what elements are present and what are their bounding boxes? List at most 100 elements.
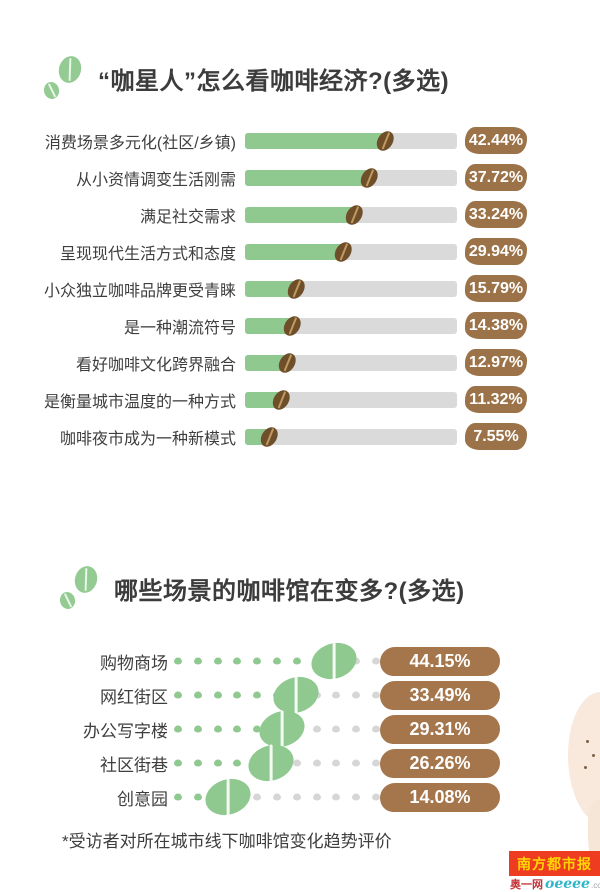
chart2-dot-track [174, 773, 380, 821]
coffee-bean-large-icon [71, 563, 101, 596]
chart1-bar-track [245, 127, 457, 154]
trail-dot-gray [332, 725, 341, 733]
chart2-row: 办公写字楼 29.31% [56, 705, 500, 753]
trail-dot-green [174, 725, 182, 733]
chart1-row: 是一种潮流符号 14.38% [30, 307, 527, 344]
trail-dot-gray [372, 793, 380, 801]
chart1-value-badge: 7.55% [465, 423, 527, 450]
coffee-bean-marker-icon [200, 773, 256, 821]
coffee-bean-small-icon [58, 590, 77, 611]
chart1-category-label: 是一种潮流符号 [123, 319, 236, 337]
chart1-category-label: 满足社交需求 [139, 208, 236, 226]
chart2-value-badge: 33.49% [380, 680, 500, 710]
chart2-category-label: 社区街巷 [100, 755, 168, 775]
trail-dot-green [174, 691, 182, 699]
chart2-row: 创意园 14.08% [56, 773, 500, 821]
trail-dot-gray [372, 759, 380, 767]
trail-dot-gray [273, 793, 281, 801]
trail-dot-green [193, 793, 202, 801]
chart1-bar-track [245, 386, 457, 413]
trail-dot-gray [312, 725, 321, 733]
trail-dot-green [233, 657, 242, 665]
chart1-bar-track [245, 312, 457, 339]
chart1-bar-fill [245, 280, 298, 297]
trail-dot-green [253, 657, 262, 665]
trail-dot-gray [372, 657, 380, 665]
coffee-beans-icon [58, 563, 102, 612]
coffee-bean-marker-icon [357, 164, 382, 191]
trail-dot-gray [332, 691, 341, 699]
trail-dot-green [193, 759, 202, 767]
coffee-bean-marker-icon [275, 349, 300, 376]
chart1-row: 消费场景多元化(社区/乡镇) 42.44% [30, 122, 527, 159]
trail-dot-gray [292, 793, 301, 801]
chart2-category-label: 办公写字楼 [83, 721, 168, 741]
trail-dot-green [174, 657, 182, 665]
trail-dot-gray [352, 725, 361, 733]
chart1-value-badge: 29.94% [465, 238, 527, 265]
chart1-row: 满足社交需求 33.24% [30, 196, 527, 233]
chart1-row: 看好咖啡文化跨界融合 12.97% [30, 344, 527, 381]
coffee-bean-marker-icon [342, 201, 367, 228]
trail-dot-gray [312, 759, 321, 767]
chart1-row: 呈现现代生活方式和态度 29.94% [30, 233, 527, 270]
chart1-title-block: “咖星人”怎么看咖啡经济?(多选) [42, 53, 450, 102]
chart1-bar-track [245, 423, 457, 450]
chart1-bar-list: 消费场景多元化(社区/乡镇) 42.44% 从小资情调变生活刚需 37.72% 满足社交… [30, 122, 527, 455]
coffee-bean-marker-icon [331, 238, 356, 265]
trail-dot-gray [332, 759, 341, 767]
chart2-row: 网红街区 33.49% [56, 671, 500, 719]
trail-dot-gray [312, 793, 321, 801]
chart2-value-badge: 14.08% [380, 782, 500, 812]
chart1-row: 咖啡夜市成为一种新模式 7.55% [30, 418, 527, 455]
chart2-value-badge: 29.31% [380, 714, 500, 744]
chart1-bar-track [245, 164, 457, 191]
trail-dot-green [193, 657, 202, 665]
trail-dot-green [213, 759, 222, 767]
chart1-bar-fill [245, 206, 356, 223]
trail-dot-green [174, 793, 182, 801]
coffee-bean-marker-icon [269, 386, 294, 413]
coffee-bean-marker-icon [257, 423, 282, 450]
trail-dot-gray [352, 691, 361, 699]
trail-dot-green [213, 657, 222, 665]
chart1-category-label: 消费场景多元化(社区/乡镇) [44, 134, 236, 152]
trail-dot-green [213, 725, 222, 733]
chart1-bar-fill [245, 354, 288, 371]
chart2-row: 社区街巷 26.26% [56, 739, 500, 787]
chart2-value-badge: 44.15% [380, 646, 500, 676]
website-name-en: oeeee [545, 876, 590, 892]
chart1-bar-track [245, 275, 457, 302]
trail-dot-gray [352, 759, 361, 767]
trail-dot-gray [253, 793, 262, 801]
trail-dot-green [253, 691, 262, 699]
trail-dot-green [193, 691, 202, 699]
chart1-bar-fill [245, 317, 293, 334]
chart2-title: 哪些场景的咖啡馆在变多?(多选) [114, 577, 465, 605]
chart2-row: 购物商场 44.15% [56, 637, 500, 685]
chart1-category-label: 从小资情调变生活刚需 [75, 171, 236, 189]
coffee-bean-marker-icon [279, 312, 304, 339]
newspaper-logo: 南方都市报 [509, 851, 600, 876]
chart1-category-label: 看好咖啡文化跨界融合 [75, 356, 236, 374]
chart1-category-label: 是衡量城市温度的一种方式 [43, 393, 236, 411]
chart1-value-badge: 37.72% [465, 164, 527, 191]
trail-dot-green [273, 657, 281, 665]
trail-dot-green [233, 759, 242, 767]
chart1-title: “咖星人”怎么看咖啡经济?(多选) [98, 67, 450, 95]
chart1-value-badge: 33.24% [465, 201, 527, 228]
trail-dot-green [213, 691, 222, 699]
website-name-cn: 奥一网 [510, 879, 543, 891]
chart2-category-label: 购物商场 [100, 653, 168, 673]
chart1-category-label: 咖啡夜市成为一种新模式 [59, 430, 236, 448]
chart2-bar-list: 购物商场 44.15% 网红街区 33.49% 办公写字楼 29.31% 社区街巷 26.26… [56, 637, 500, 821]
chart1-bar-track [245, 201, 457, 228]
chart1-value-badge: 42.44% [465, 127, 527, 154]
website-logo: 奥一网 oeeee .com [510, 876, 600, 892]
coffee-bean-marker-icon [372, 127, 397, 154]
trail-dot-green [193, 725, 202, 733]
coffee-beans-icon [42, 53, 86, 102]
chart1-value-badge: 15.79% [465, 275, 527, 302]
chart1-bar-fill [245, 169, 370, 186]
